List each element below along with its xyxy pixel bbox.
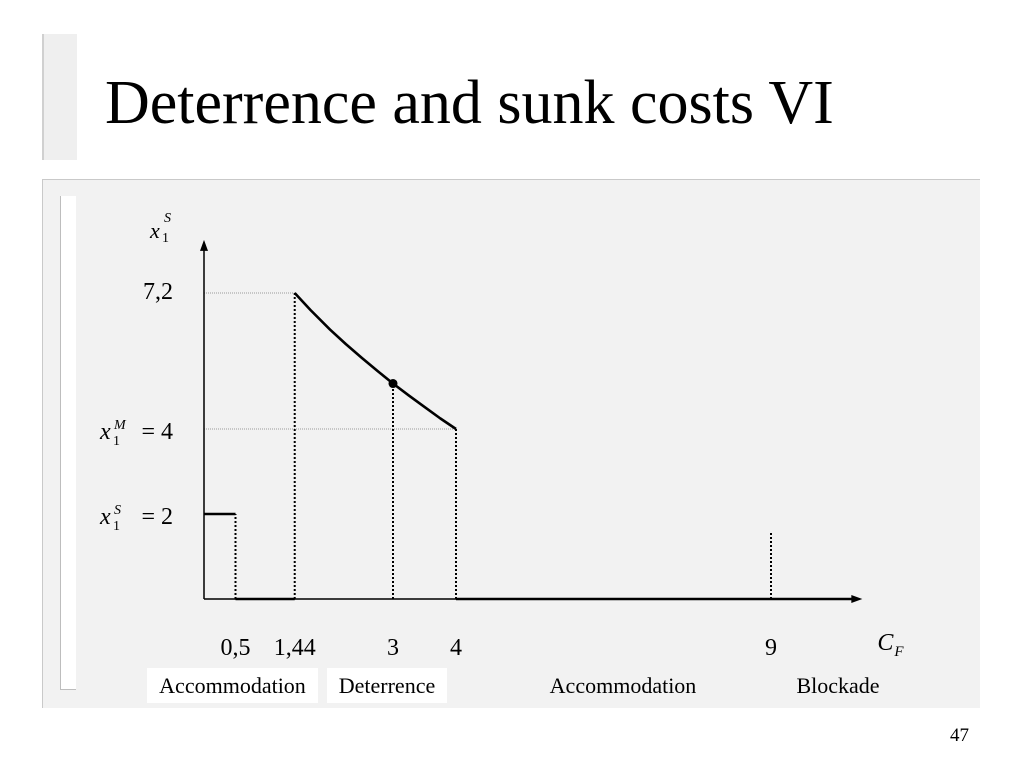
y-tick-value: = 4 <box>141 419 173 445</box>
y-axis-label-symbol-base: x <box>149 218 160 243</box>
region-label-deterrence: Deterrence <box>327 668 447 703</box>
y-tick-subscript: 1 <box>113 434 120 449</box>
region-label-accommodation-2: Accommodation <box>549 673 697 698</box>
x-axis-label-subscript: F <box>893 644 904 660</box>
y-tick-subscript: 1 <box>113 519 120 534</box>
x-tick-label: 0,5 <box>221 635 251 661</box>
title-accent-bar <box>42 34 77 160</box>
panel-accent-strip <box>60 196 76 690</box>
y-tick-symbol: x 1M <box>99 418 127 449</box>
y-tick-value: 7,2 <box>143 279 173 305</box>
x-tick-label: 1,44 <box>274 635 316 661</box>
region-label-blockade: Blockade <box>796 673 880 698</box>
y-tick-value: = 2 <box>141 504 173 530</box>
y-axis-label-symbol: x 1 S <box>149 211 171 246</box>
y-axis-label: x 1 S <box>149 211 171 246</box>
x-axis-label-symbol: CF <box>877 630 904 660</box>
y-axis-label-subscript: 1 <box>162 231 169 246</box>
slide-title: Deterrence and sunk costs VI <box>105 69 834 137</box>
y-axis-label-superscript: S <box>164 211 171 226</box>
y-tick-label: x 1M = 4 <box>99 418 173 449</box>
series-line-3 <box>293 292 457 431</box>
y-tick-superscript: S <box>114 503 121 518</box>
y-tick-label: x 1S = 2 <box>99 503 173 534</box>
y-tick-label: 7,2 <box>143 279 173 305</box>
x-tick-label: 4 <box>450 635 462 661</box>
y-tick-superscript: M <box>113 418 127 433</box>
y-axis-arrowhead <box>200 239 208 251</box>
x-tick-label: 3 <box>387 635 399 661</box>
x-axis-label: CF <box>877 630 904 660</box>
x-tick-label: 9 <box>765 635 777 661</box>
region-label-accommodation: Accommodation <box>147 668 318 703</box>
x-axis-arrowhead <box>851 595 863 603</box>
data-point <box>388 379 398 389</box>
y-tick-symbol-base: x <box>99 504 111 530</box>
y-tick-symbol-base: x <box>99 419 111 445</box>
x-axis-label-symbol-base: C <box>877 630 894 656</box>
y-tick-symbol: x 1S <box>99 503 121 534</box>
content-panel <box>42 179 980 708</box>
page-number: 47 <box>950 725 969 746</box>
